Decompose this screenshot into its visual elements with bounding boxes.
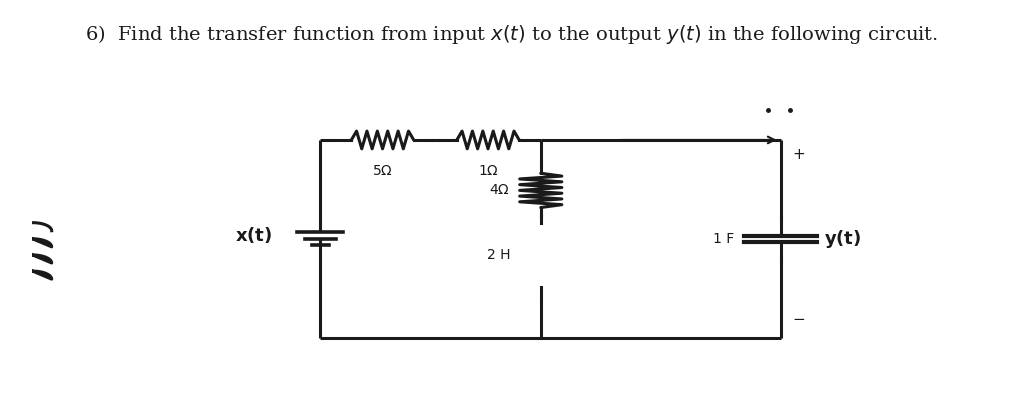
- Text: $-$: $-$: [792, 310, 805, 325]
- Text: 1 F: 1 F: [714, 232, 734, 246]
- Text: 4$\Omega$: 4$\Omega$: [489, 183, 510, 198]
- Text: 1$\Omega$: 1$\Omega$: [477, 164, 499, 178]
- Text: 2 H: 2 H: [486, 248, 510, 262]
- Text: $\mathbf{y(t)}$: $\mathbf{y(t)}$: [823, 228, 861, 250]
- Text: +: +: [792, 146, 805, 162]
- Text: $\mathbf{x(t)}$: $\mathbf{x(t)}$: [236, 225, 272, 245]
- Text: 5$\Omega$: 5$\Omega$: [372, 164, 393, 178]
- Text: 6)  Find the transfer function from input $x(t)$ to the output $y(t)$ in the fol: 6) Find the transfer function from input…: [85, 23, 939, 46]
